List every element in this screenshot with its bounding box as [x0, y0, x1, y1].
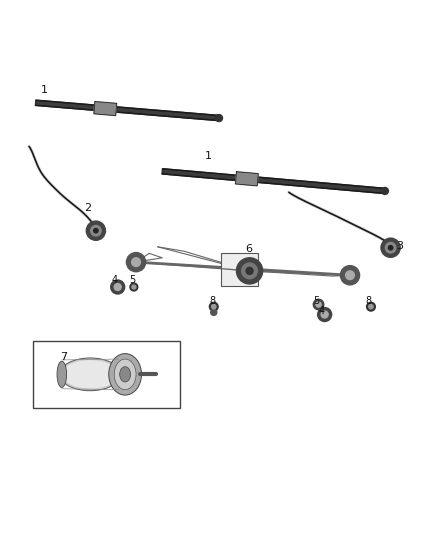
Ellipse shape	[114, 359, 136, 390]
Circle shape	[321, 311, 328, 318]
Circle shape	[369, 304, 373, 309]
Polygon shape	[35, 100, 219, 120]
Circle shape	[94, 229, 98, 233]
Text: 5: 5	[129, 276, 136, 286]
Polygon shape	[162, 169, 385, 193]
Circle shape	[127, 253, 146, 272]
Circle shape	[346, 271, 354, 280]
Circle shape	[211, 309, 217, 316]
Text: 4: 4	[319, 306, 325, 317]
Circle shape	[132, 285, 136, 289]
Circle shape	[111, 280, 125, 294]
Circle shape	[385, 243, 396, 253]
Ellipse shape	[109, 353, 141, 395]
Polygon shape	[236, 172, 258, 186]
Circle shape	[381, 188, 389, 195]
Circle shape	[313, 299, 324, 310]
Circle shape	[209, 302, 218, 311]
Circle shape	[86, 221, 106, 240]
Circle shape	[212, 304, 216, 309]
Text: 4: 4	[112, 276, 118, 286]
Text: 5: 5	[313, 296, 319, 306]
Text: 8: 8	[210, 296, 216, 306]
Ellipse shape	[120, 367, 131, 382]
Ellipse shape	[60, 358, 121, 391]
Text: 1: 1	[41, 85, 48, 95]
Circle shape	[114, 284, 121, 290]
Circle shape	[130, 283, 138, 291]
Circle shape	[91, 225, 101, 236]
Circle shape	[316, 302, 321, 307]
Text: 2: 2	[85, 203, 92, 213]
Ellipse shape	[57, 361, 67, 387]
Circle shape	[246, 268, 253, 274]
Circle shape	[237, 258, 263, 284]
Circle shape	[367, 302, 375, 311]
Text: 8: 8	[365, 296, 371, 306]
Circle shape	[381, 238, 400, 257]
Bar	[33, 341, 180, 408]
Circle shape	[340, 265, 360, 285]
Text: 7: 7	[60, 352, 67, 362]
Ellipse shape	[62, 360, 119, 389]
Circle shape	[215, 115, 223, 122]
Text: 6: 6	[245, 244, 252, 254]
Bar	[221, 253, 258, 286]
Text: 1: 1	[205, 151, 212, 161]
Circle shape	[242, 263, 258, 279]
Circle shape	[389, 246, 393, 250]
Circle shape	[318, 308, 332, 321]
Text: 3: 3	[396, 240, 403, 251]
Polygon shape	[94, 102, 117, 116]
Circle shape	[132, 258, 141, 266]
